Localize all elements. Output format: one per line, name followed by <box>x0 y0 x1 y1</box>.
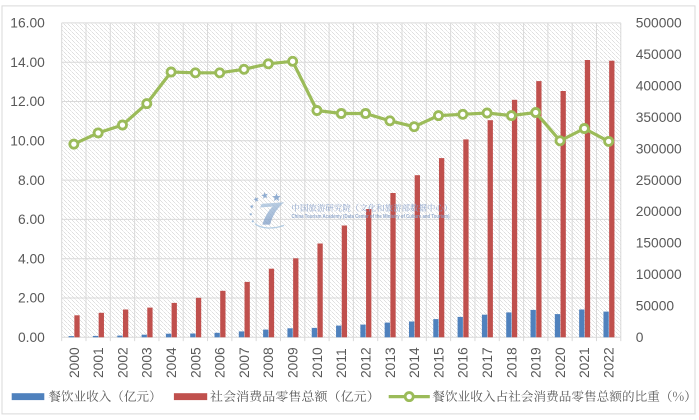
svg-text:2022: 2022 <box>602 347 617 378</box>
svg-text:2001: 2001 <box>91 347 106 378</box>
svg-text:2002: 2002 <box>115 347 130 378</box>
svg-text:400000: 400000 <box>636 78 682 93</box>
svg-text:50000: 50000 <box>636 299 675 314</box>
svg-text:2014: 2014 <box>407 347 422 378</box>
svg-text:2.00: 2.00 <box>18 291 45 306</box>
svg-text:450000: 450000 <box>636 47 682 62</box>
svg-text:10.00: 10.00 <box>10 134 45 149</box>
svg-text:2016: 2016 <box>456 347 471 378</box>
svg-text:350000: 350000 <box>636 110 682 125</box>
svg-text:2010: 2010 <box>310 347 325 378</box>
svg-text:2008: 2008 <box>261 347 276 378</box>
svg-text:150000: 150000 <box>636 236 682 251</box>
svg-text:2018: 2018 <box>504 347 519 378</box>
svg-text:2000: 2000 <box>67 347 82 378</box>
svg-text:2019: 2019 <box>529 347 544 378</box>
svg-text:2007: 2007 <box>237 347 252 378</box>
svg-text:2006: 2006 <box>213 347 228 378</box>
svg-text:2013: 2013 <box>383 347 398 378</box>
svg-text:12.00: 12.00 <box>10 94 45 109</box>
svg-text:8.00: 8.00 <box>18 173 45 188</box>
svg-text:4.00: 4.00 <box>18 251 45 266</box>
svg-text:2012: 2012 <box>358 347 373 378</box>
svg-text:2011: 2011 <box>334 348 349 378</box>
svg-text:6.00: 6.00 <box>18 212 45 227</box>
svg-text:2017: 2017 <box>480 347 495 378</box>
svg-text:China Tourism Academy (Data Ce: China Tourism Academy (Data Center of th… <box>292 214 450 220</box>
svg-text:500000: 500000 <box>636 16 682 31</box>
svg-text:2009: 2009 <box>286 347 301 378</box>
svg-text:2005: 2005 <box>188 347 203 378</box>
svg-text:2020: 2020 <box>553 347 568 378</box>
svg-text:2021: 2021 <box>577 347 592 378</box>
svg-text:2004: 2004 <box>164 347 179 378</box>
svg-text:2015: 2015 <box>431 347 446 378</box>
svg-text:16.00: 16.00 <box>10 16 45 31</box>
svg-text:2003: 2003 <box>140 347 155 378</box>
svg-text:0.00: 0.00 <box>18 330 45 345</box>
svg-text:300000: 300000 <box>636 141 682 156</box>
svg-text:250000: 250000 <box>636 173 682 188</box>
svg-text:200000: 200000 <box>636 204 682 219</box>
svg-text:0: 0 <box>636 330 644 345</box>
svg-text:100000: 100000 <box>636 267 682 282</box>
svg-text:14.00: 14.00 <box>10 55 45 70</box>
